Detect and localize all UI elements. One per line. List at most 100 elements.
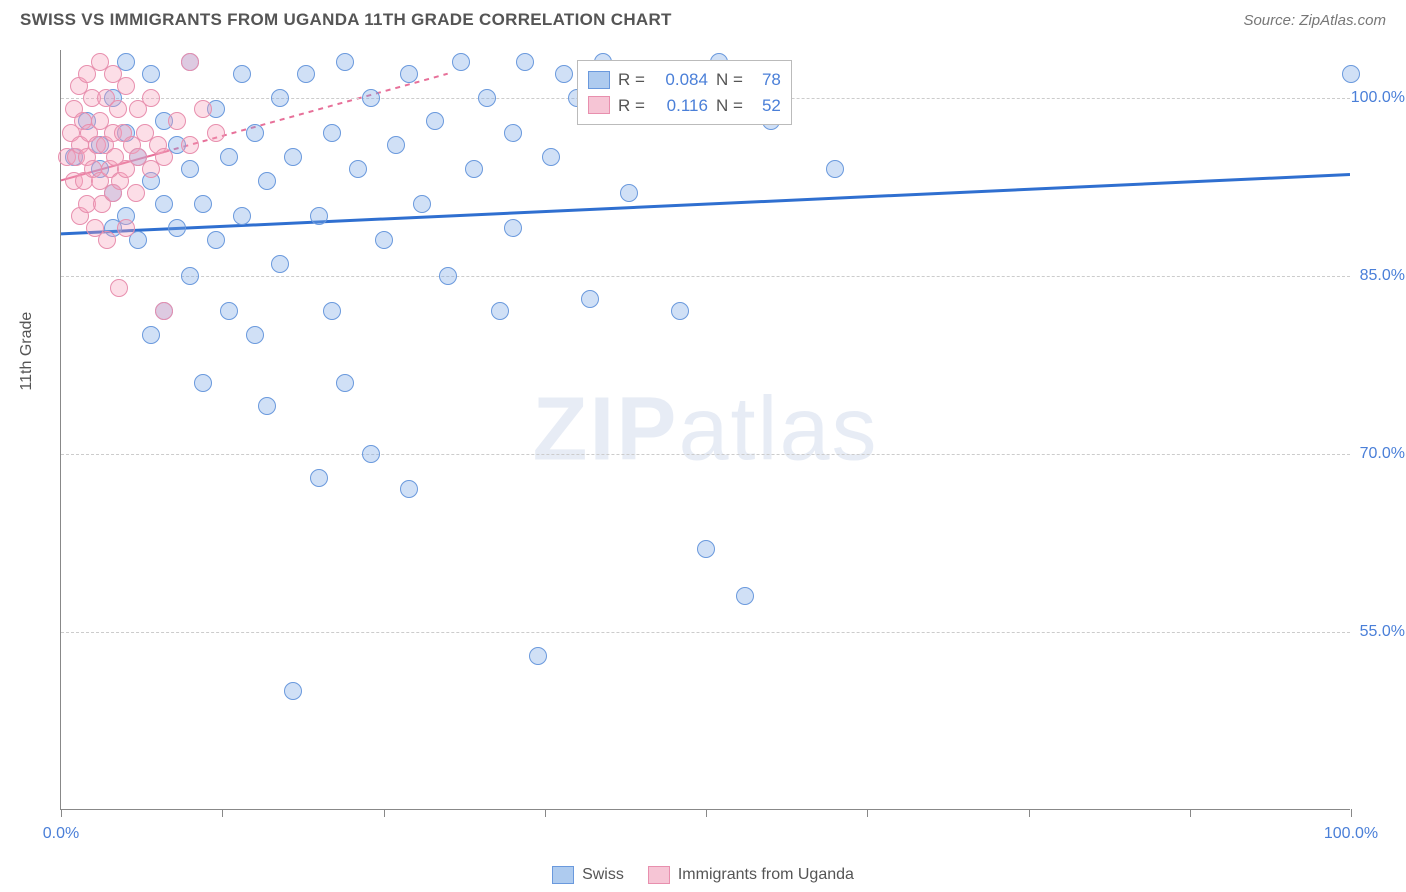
x-tick: [222, 809, 223, 817]
gridline: [61, 276, 1350, 277]
data-point: [581, 290, 599, 308]
data-point: [246, 326, 264, 344]
data-point: [155, 302, 173, 320]
data-point: [117, 77, 135, 95]
watermark-bold: ZIP: [532, 379, 678, 479]
data-point: [168, 219, 186, 237]
data-point: [362, 89, 380, 107]
data-point: [168, 112, 186, 130]
chart-source: Source: ZipAtlas.com: [1243, 12, 1386, 29]
data-point: [233, 207, 251, 225]
data-point: [117, 219, 135, 237]
data-point: [452, 53, 470, 71]
chart-title: SWISS VS IMMIGRANTS FROM UGANDA 11TH GRA…: [20, 10, 672, 30]
legend-label: Immigrants from Uganda: [678, 866, 854, 884]
data-point: [258, 397, 276, 415]
x-tick: [1351, 809, 1352, 817]
data-point: [336, 374, 354, 392]
data-point: [181, 267, 199, 285]
data-point: [375, 231, 393, 249]
y-tick-label: 85.0%: [1360, 267, 1405, 285]
data-point: [387, 136, 405, 154]
legend-swatch-icon: [588, 96, 610, 114]
data-point: [284, 148, 302, 166]
data-point: [323, 124, 341, 142]
stat-r-value: 0.084: [653, 67, 708, 93]
x-tick: [61, 809, 62, 817]
gridline: [61, 454, 1350, 455]
stat-n-label: N =: [716, 93, 743, 119]
data-point: [233, 65, 251, 83]
chart-header: SWISS VS IMMIGRANTS FROM UGANDA 11TH GRA…: [0, 0, 1406, 36]
data-point: [142, 326, 160, 344]
data-point: [516, 53, 534, 71]
x-tick-label: 0.0%: [43, 825, 79, 843]
data-point: [194, 100, 212, 118]
data-point: [400, 65, 418, 83]
data-point: [181, 160, 199, 178]
data-point: [181, 53, 199, 71]
y-tick-label: 70.0%: [1360, 445, 1405, 463]
data-point: [297, 65, 315, 83]
data-point: [349, 160, 367, 178]
data-point: [194, 374, 212, 392]
data-point: [246, 124, 264, 142]
data-point: [400, 480, 418, 498]
x-tick: [706, 809, 707, 817]
scatter-chart: ZIPatlas 55.0%70.0%85.0%100.0%0.0%100.0%…: [60, 50, 1350, 810]
correlation-stats-box: R =0.084N =78R =0.116N =52: [577, 60, 792, 125]
data-point: [504, 219, 522, 237]
data-point: [207, 231, 225, 249]
data-point: [465, 160, 483, 178]
data-point: [826, 160, 844, 178]
data-point: [258, 172, 276, 190]
x-tick: [867, 809, 868, 817]
x-tick-label: 100.0%: [1324, 825, 1378, 843]
stat-r-label: R =: [618, 93, 645, 119]
data-point: [555, 65, 573, 83]
stat-r-label: R =: [618, 67, 645, 93]
stat-n-value: 78: [751, 67, 781, 93]
data-point: [271, 89, 289, 107]
data-point: [1342, 65, 1360, 83]
data-point: [155, 148, 173, 166]
data-point: [478, 89, 496, 107]
legend-swatch-icon: [648, 866, 670, 884]
data-point: [671, 302, 689, 320]
data-point: [181, 136, 199, 154]
stat-r-value: 0.116: [653, 93, 708, 119]
data-point: [413, 195, 431, 213]
data-point: [310, 469, 328, 487]
bottom-legend: Swiss Immigrants from Uganda: [0, 866, 1406, 884]
legend-item-uganda: Immigrants from Uganda: [648, 866, 854, 884]
data-point: [362, 445, 380, 463]
x-tick: [384, 809, 385, 817]
data-point: [336, 53, 354, 71]
y-axis-label: 11th Grade: [18, 312, 36, 391]
data-point: [271, 255, 289, 273]
data-point: [504, 124, 522, 142]
legend-swatch-icon: [552, 866, 574, 884]
data-point: [697, 540, 715, 558]
y-tick-label: 55.0%: [1360, 623, 1405, 641]
data-point: [194, 195, 212, 213]
data-point: [542, 148, 560, 166]
data-point: [98, 231, 116, 249]
data-point: [207, 124, 225, 142]
watermark-light: atlas: [678, 379, 878, 479]
data-point: [220, 302, 238, 320]
stat-n-label: N =: [716, 67, 743, 93]
data-point: [310, 207, 328, 225]
data-point: [155, 195, 173, 213]
data-point: [620, 184, 638, 202]
stats-row: R =0.116N =52: [588, 93, 781, 119]
legend-item-swiss: Swiss: [552, 866, 624, 884]
data-point: [127, 184, 145, 202]
data-point: [220, 148, 238, 166]
data-point: [110, 279, 128, 297]
legend-label: Swiss: [582, 866, 624, 884]
trend-lines: [61, 50, 1350, 809]
y-tick-label: 100.0%: [1351, 89, 1405, 107]
x-tick: [1029, 809, 1030, 817]
data-point: [491, 302, 509, 320]
